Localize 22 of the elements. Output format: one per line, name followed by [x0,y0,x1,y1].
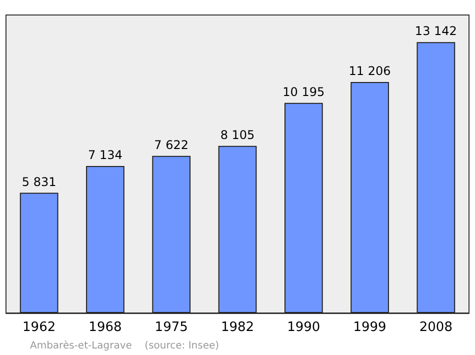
bar [218,146,257,313]
x-tick-label: 1982 [220,320,254,335]
x-tick-label: 1962 [22,320,56,335]
data-label: 8 105 [220,128,255,142]
data-label: 5 831 [22,174,56,189]
bar [152,156,191,313]
bar [416,42,456,313]
bar [86,166,124,313]
x-tick-label: 1999 [353,320,386,335]
data-label: 10 195 [282,84,325,99]
bar [350,82,389,313]
bar [284,102,323,313]
data-label: 13 142 [414,24,457,38]
x-tick-label: 1968 [88,320,122,335]
bar [20,192,58,313]
data-label: 11 206 [348,64,391,78]
x-tick-label: 2008 [419,320,452,335]
data-label: 7 134 [88,148,122,162]
text: Ambarès-et-Lagrave (source: Insee) [30,340,220,352]
data-label: 7 622 [154,138,189,152]
x-tick-label: 1975 [154,320,188,335]
x-tick-label: 1990 [287,320,320,335]
